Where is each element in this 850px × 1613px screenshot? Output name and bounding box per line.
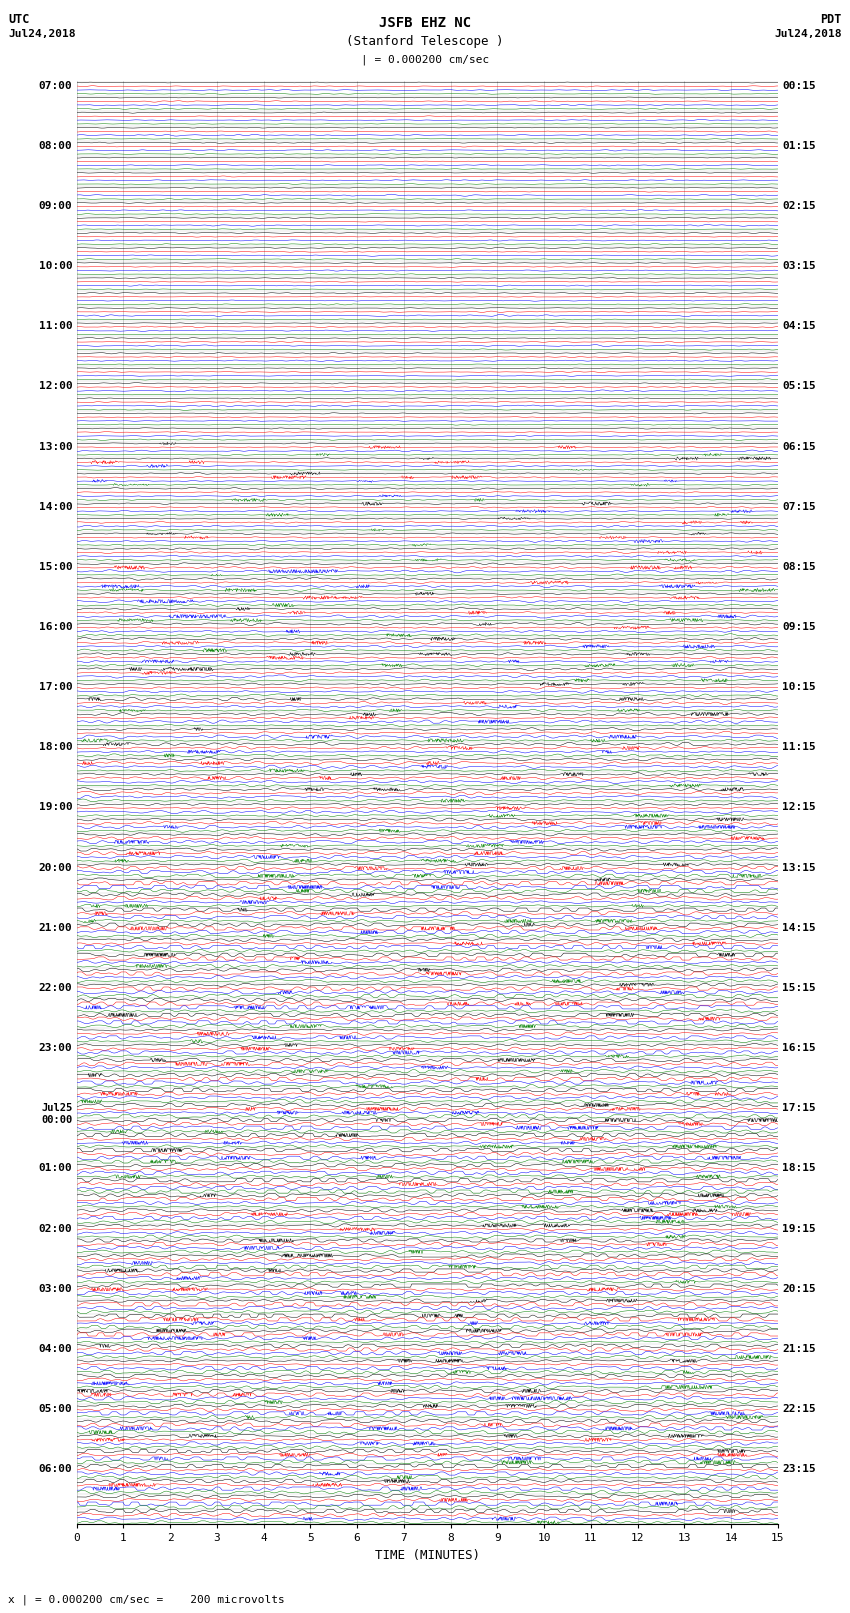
Text: 12:15: 12:15 xyxy=(782,803,816,813)
Text: 07:00: 07:00 xyxy=(38,81,72,90)
Text: 17:15: 17:15 xyxy=(782,1103,816,1113)
Text: 05:15: 05:15 xyxy=(782,381,816,392)
Text: 21:00: 21:00 xyxy=(38,923,72,932)
Text: 20:15: 20:15 xyxy=(782,1284,816,1294)
Text: Jul25
00:00: Jul25 00:00 xyxy=(41,1103,72,1124)
Text: 15:15: 15:15 xyxy=(782,982,816,994)
Text: 00:15: 00:15 xyxy=(782,81,816,90)
Text: 21:15: 21:15 xyxy=(782,1344,816,1353)
Text: 14:00: 14:00 xyxy=(38,502,72,511)
Text: 10:15: 10:15 xyxy=(782,682,816,692)
Text: PDT: PDT xyxy=(820,13,842,26)
Text: 16:00: 16:00 xyxy=(38,623,72,632)
Text: 13:00: 13:00 xyxy=(38,442,72,452)
Text: 16:15: 16:15 xyxy=(782,1044,816,1053)
Text: 08:00: 08:00 xyxy=(38,140,72,150)
Text: 12:00: 12:00 xyxy=(38,381,72,392)
Text: Jul24,2018: Jul24,2018 xyxy=(774,29,842,39)
Text: 19:15: 19:15 xyxy=(782,1224,816,1234)
Text: 08:15: 08:15 xyxy=(782,561,816,573)
Text: UTC: UTC xyxy=(8,13,30,26)
Text: 04:00: 04:00 xyxy=(38,1344,72,1353)
Text: 17:00: 17:00 xyxy=(38,682,72,692)
Text: x | = 0.000200 cm/sec =    200 microvolts: x | = 0.000200 cm/sec = 200 microvolts xyxy=(8,1594,286,1605)
Text: 03:15: 03:15 xyxy=(782,261,816,271)
Text: 09:15: 09:15 xyxy=(782,623,816,632)
Text: 02:00: 02:00 xyxy=(38,1224,72,1234)
Text: 14:15: 14:15 xyxy=(782,923,816,932)
Text: 20:00: 20:00 xyxy=(38,863,72,873)
Text: JSFB EHZ NC: JSFB EHZ NC xyxy=(379,16,471,31)
Text: 05:00: 05:00 xyxy=(38,1403,72,1415)
Text: | = 0.000200 cm/sec: | = 0.000200 cm/sec xyxy=(361,55,489,66)
Text: 06:15: 06:15 xyxy=(782,442,816,452)
Text: 10:00: 10:00 xyxy=(38,261,72,271)
Text: 19:00: 19:00 xyxy=(38,803,72,813)
Text: 13:15: 13:15 xyxy=(782,863,816,873)
Text: 04:15: 04:15 xyxy=(782,321,816,331)
Text: 22:15: 22:15 xyxy=(782,1403,816,1415)
Text: 11:00: 11:00 xyxy=(38,321,72,331)
Text: 23:15: 23:15 xyxy=(782,1465,816,1474)
Text: 09:00: 09:00 xyxy=(38,202,72,211)
Text: 23:00: 23:00 xyxy=(38,1044,72,1053)
Text: 11:15: 11:15 xyxy=(782,742,816,752)
Text: 03:00: 03:00 xyxy=(38,1284,72,1294)
Text: 07:15: 07:15 xyxy=(782,502,816,511)
Text: 18:00: 18:00 xyxy=(38,742,72,752)
Text: 01:15: 01:15 xyxy=(782,140,816,150)
Text: 18:15: 18:15 xyxy=(782,1163,816,1173)
Text: 02:15: 02:15 xyxy=(782,202,816,211)
Text: 22:00: 22:00 xyxy=(38,982,72,994)
Text: Jul24,2018: Jul24,2018 xyxy=(8,29,76,39)
Text: 06:00: 06:00 xyxy=(38,1465,72,1474)
Text: (Stanford Telescope ): (Stanford Telescope ) xyxy=(346,35,504,48)
Text: 01:00: 01:00 xyxy=(38,1163,72,1173)
Text: 15:00: 15:00 xyxy=(38,561,72,573)
X-axis label: TIME (MINUTES): TIME (MINUTES) xyxy=(375,1548,479,1561)
